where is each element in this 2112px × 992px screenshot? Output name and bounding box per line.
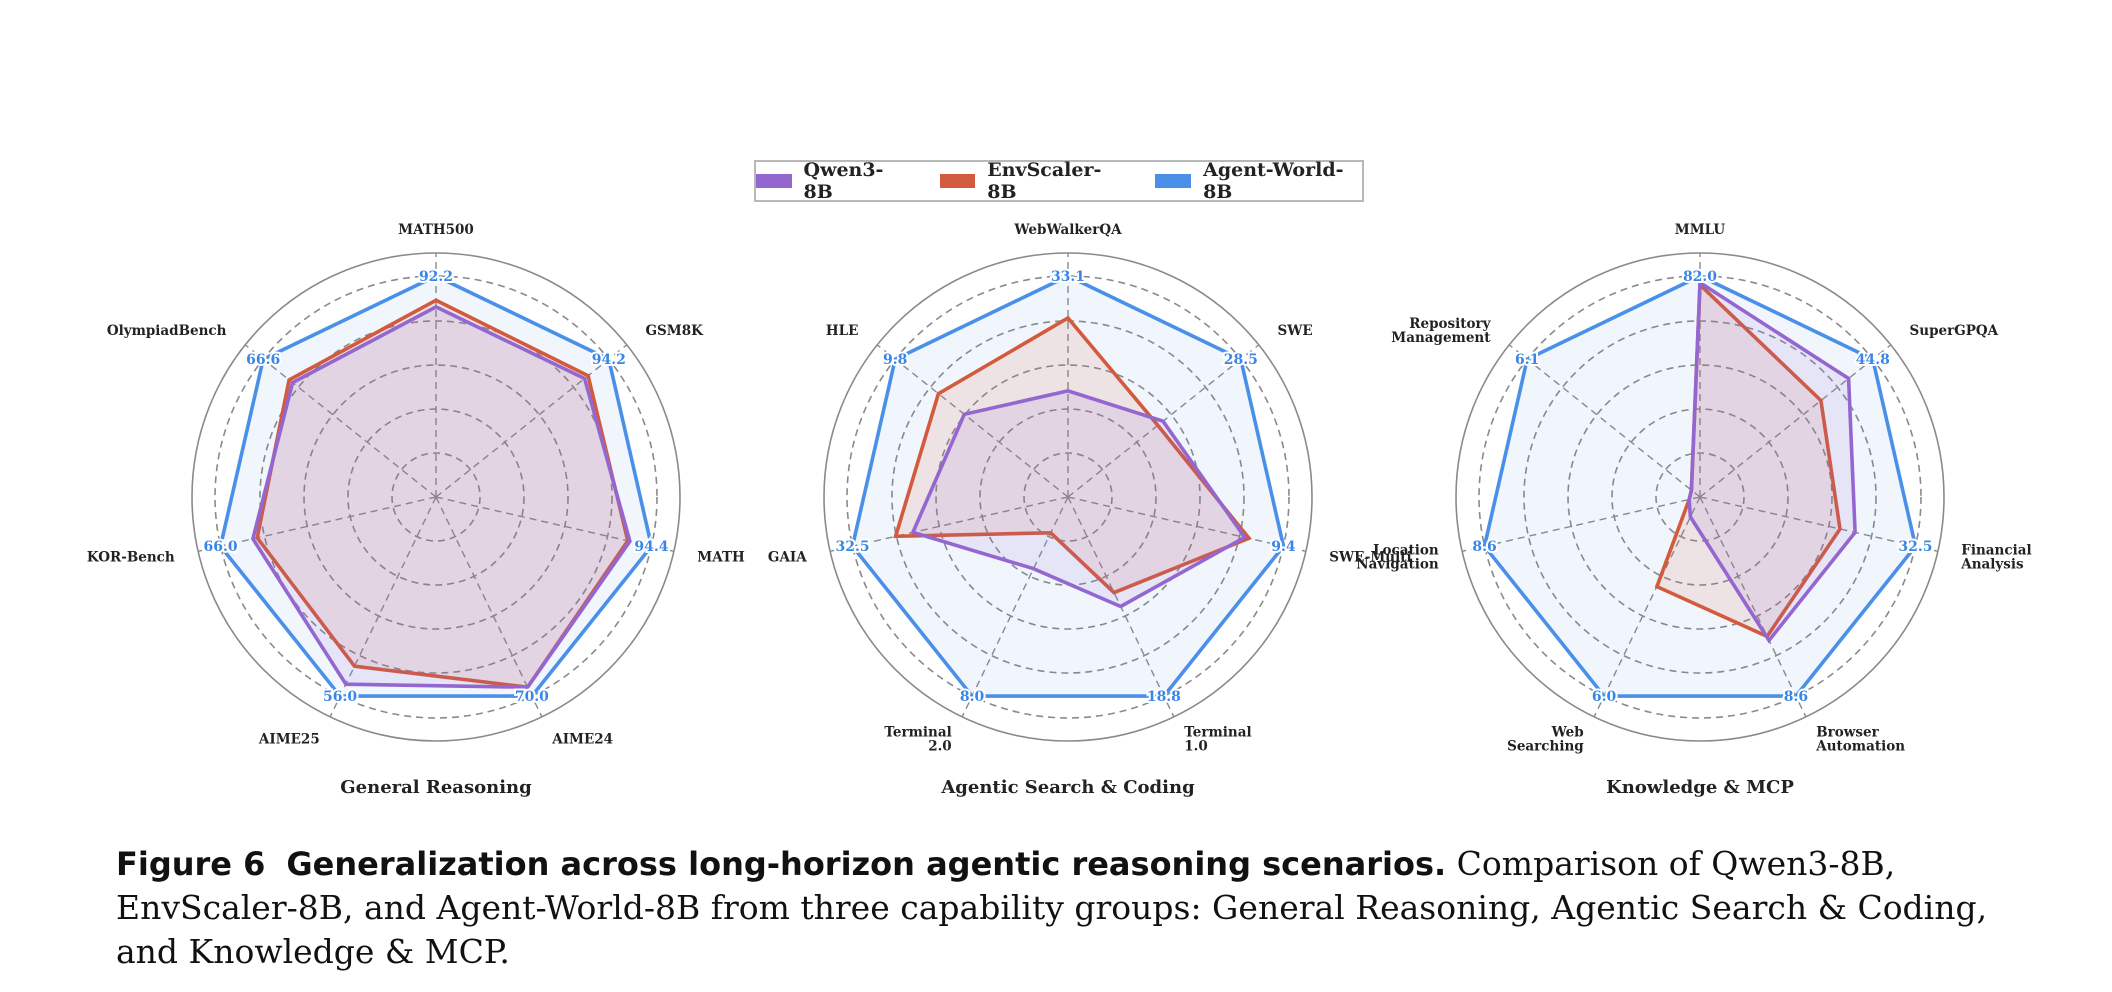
axis-label: GAIA [768, 550, 807, 566]
axis-label: SuperGPQA [1910, 323, 1999, 339]
caption-text: Comparison of Qwen3-8B, EnvScaler-8B, an… [116, 844, 1988, 971]
axis-label: WebWalkerQA [1013, 222, 1122, 238]
radar-chart-1: 92.2 94.2 94.4 70.0 56.0 66.0 66.6 MATH500 GSM8K… [87, 222, 745, 798]
value-label: 92.2 [419, 269, 453, 285]
legend-item-qwen: Qwen3-8B [756, 159, 906, 203]
legend-label-agent-world: Agent-World-8B [1203, 159, 1344, 203]
axis-label: AIME25 [258, 731, 320, 747]
axis-label: HLE [826, 323, 859, 339]
legend: Qwen3-8B EnvScaler-8B Agent-World-8B [754, 159, 1364, 203]
subplot-title: Knowledge & MCP [1606, 777, 1794, 798]
series-polygon-qwen3-8b [910, 389, 1248, 609]
series-polygon-qwen3-8b [1687, 279, 1857, 644]
grid-spoke [1699, 344, 1892, 498]
legend-swatch-agent-world [1155, 174, 1192, 188]
grid-spoke [1508, 344, 1701, 498]
value-label: 56.0 [323, 689, 357, 705]
grid-circle [391, 452, 481, 542]
axis-label: Location Navigation [1356, 543, 1439, 573]
value-label: 28.5 [1224, 352, 1258, 368]
series-polygon-agent-world-8b [218, 274, 654, 698]
radar-charts: 92.2 94.2 94.4 70.0 56.0 66.0 66.6 MATH500 GSM8K… [87, 222, 2032, 798]
grid-spoke [1593, 496, 1701, 718]
caption-label: Figure 6 [116, 845, 266, 883]
axis-label: Terminal 2.0 [884, 724, 951, 754]
grid-circle [935, 364, 1201, 630]
grid-circle [1567, 364, 1833, 630]
grid-circle [259, 320, 613, 674]
value-label: 8.0 [960, 689, 985, 705]
value-label: 32.5 [1898, 539, 1932, 555]
grid-circle [846, 275, 1290, 719]
value-label: 32.5 [835, 539, 869, 555]
grid-spoke [329, 496, 437, 718]
axis-label: MATH [697, 550, 745, 566]
axis-label: Web Searching [1507, 724, 1584, 754]
grid-circle [191, 252, 681, 742]
axis-label: SWE [1278, 323, 1313, 339]
grid-spoke [1699, 496, 1939, 552]
value-label: 18.8 [1147, 689, 1181, 705]
legend-item-agent-world: Agent-World-8B [1155, 159, 1362, 203]
grid-circle [1478, 275, 1922, 719]
grid-circle [823, 252, 1313, 742]
subplot-title: Agentic Search & Coding [940, 777, 1195, 798]
axis-label: Repository Management [1391, 316, 1491, 346]
grid-spoke [829, 496, 1069, 552]
grid-spoke [1067, 496, 1307, 552]
axis-label: GSM8K [646, 323, 705, 339]
value-label: 44.8 [1856, 352, 1890, 368]
series-polygon-envscaler-8b [893, 315, 1252, 595]
value-label: 66.6 [246, 352, 280, 368]
axis-label: OlympiadBench [107, 323, 227, 339]
axis-label: Terminal 1.0 [1184, 724, 1251, 754]
series-polygon-envscaler-8b [255, 298, 630, 690]
axis-label: Financial Analysis [1960, 543, 2031, 573]
subplot-title: General Reasoning [340, 777, 532, 798]
value-label: 8.6 [1784, 689, 1808, 705]
grid-circle [1455, 252, 1945, 742]
legend-swatch-envscaler [939, 174, 976, 188]
value-label: 6.0 [1592, 689, 1617, 705]
grid-spoke [876, 344, 1069, 498]
grid-spoke [435, 496, 543, 718]
value-label: 94.2 [592, 352, 626, 368]
legend-swatch-qwen [756, 174, 792, 188]
grid-spoke [435, 344, 628, 498]
grid-spoke [1461, 496, 1701, 552]
value-label: 66.0 [203, 539, 237, 555]
value-label: 94.4 [634, 539, 668, 555]
axis-label: MATH500 [398, 222, 474, 238]
legend-item-envscaler: EnvScaler-8B [939, 159, 1122, 203]
caption-title: Generalization across long-horizon agent… [286, 845, 1447, 883]
series-polygon-qwen3-8b [250, 304, 632, 690]
figure-caption: Figure 6 Generalization across long-hori… [116, 842, 2006, 974]
grid-spoke [435, 496, 675, 552]
grid-circle [891, 320, 1245, 674]
grid-circle [1655, 452, 1745, 542]
grid-spoke [1699, 496, 1807, 718]
value-label: 6.1 [1515, 352, 1539, 368]
axis-label: SWE-Multi [1329, 550, 1411, 566]
grid-spoke [197, 496, 437, 552]
grid-circle [1023, 452, 1113, 542]
radar-chart-3: 82.0 44.8 32.5 8.6 6.0 8.6 6.1 MMLU SuperGPQA Fin… [1356, 222, 2031, 798]
value-label: 9.4 [1271, 539, 1296, 555]
legend-label-qwen: Qwen3-8B [803, 159, 884, 203]
value-label: 8.6 [1472, 539, 1496, 555]
axis-label: AIME24 [551, 731, 613, 747]
value-label: 70.0 [515, 689, 549, 705]
grid-circle [214, 275, 658, 719]
axis-label: MMLU [1675, 222, 1726, 238]
axis-label: KOR-Bench [87, 550, 175, 566]
value-label: 9.8 [883, 352, 907, 368]
value-label: 33.1 [1051, 269, 1085, 285]
legend-label-envscaler: EnvScaler-8B [987, 159, 1102, 203]
grid-circle [303, 364, 569, 630]
radar-chart-2: 33.1 28.5 9.4 18.8 8.0 32.5 9.8 WebWalkerQA SWE S… [768, 222, 1412, 798]
grid-spoke [244, 344, 437, 498]
value-label: 82.0 [1683, 269, 1717, 285]
axis-label: Browser Automation [1815, 724, 1905, 754]
